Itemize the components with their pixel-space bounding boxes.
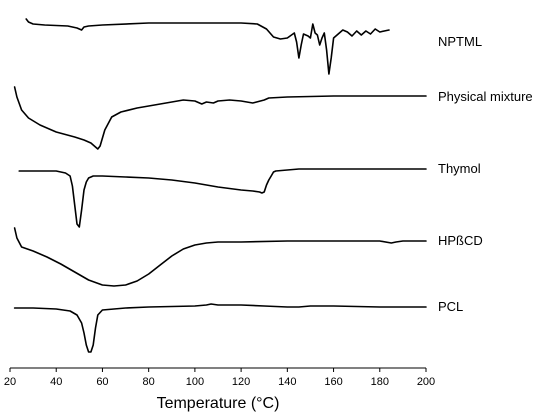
series-curve-0 (25, 18, 390, 75)
x-tick-label: 100 (186, 376, 204, 388)
series-label-3: HPßCD (438, 233, 483, 248)
x-axis-ticks: 20 40 60 80 100 120 140 160 180 200 (4, 368, 435, 388)
x-tick-label: 20 (4, 376, 16, 388)
series-curve-1 (13, 86, 427, 150)
series-label-2: Thymol (438, 161, 481, 176)
x-tick-label: 200 (417, 376, 435, 388)
x-tick-label: 180 (371, 376, 389, 388)
x-tick-label: 80 (143, 376, 155, 388)
x-tick-label: 140 (278, 376, 296, 388)
series-curve-3 (13, 227, 427, 287)
series-labels-group: NPTML Physical mixture Thymol HPßCD PCL (438, 34, 533, 314)
x-axis-title: Temperature (°C) (157, 395, 280, 412)
series-curve-2 (18, 168, 427, 228)
x-tick-label: 40 (50, 376, 62, 388)
x-axis: 20 40 60 80 100 120 140 160 180 200 (4, 367, 435, 388)
x-tick-label: 120 (232, 376, 250, 388)
x-tick-label: 160 (324, 376, 342, 388)
series-label-0: NPTML (438, 34, 482, 49)
series-curve-4 (13, 303, 427, 353)
series-label-4: PCL (438, 299, 463, 314)
series-label-1: Physical mixture (438, 89, 533, 104)
curves-group (13, 18, 427, 353)
x-tick-label: 60 (96, 376, 108, 388)
